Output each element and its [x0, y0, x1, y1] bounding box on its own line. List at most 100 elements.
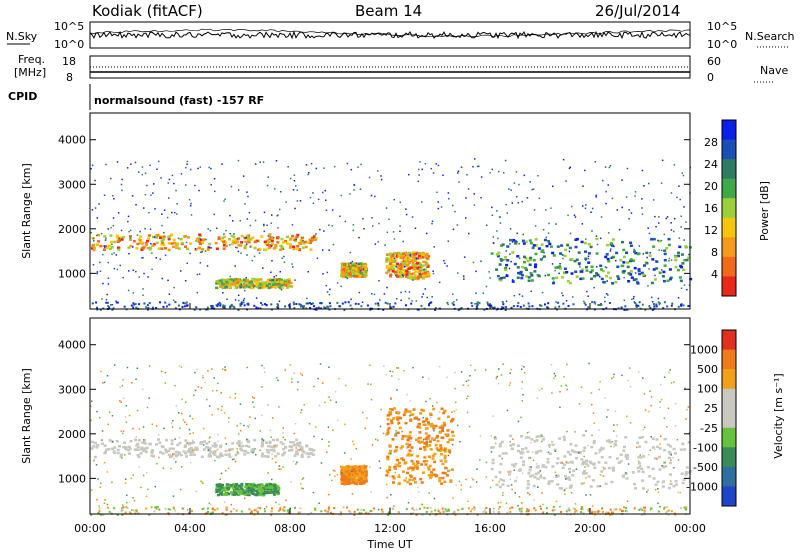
noise-cell: [278, 406, 280, 408]
scatter-cell: [427, 423, 431, 426]
noise-cell: [526, 492, 529, 494]
scatter-cell: [657, 239, 661, 243]
scatter-cell: [506, 484, 510, 487]
scatter-cell: [357, 264, 361, 267]
near-range-cell: [105, 301, 108, 304]
scatter-cell: [97, 233, 101, 237]
scatter-cell: [652, 245, 656, 248]
scatter-cell: [175, 245, 179, 248]
noise-cell: [454, 387, 456, 390]
scatter-cell: [274, 244, 278, 247]
noise-cell: [623, 276, 625, 279]
noise-cell: [136, 367, 139, 369]
noise-cell: [658, 222, 660, 224]
scatter-cell: [516, 255, 520, 258]
noise-cell: [325, 199, 327, 201]
noise-cell: [253, 286, 255, 288]
noise-cell: [263, 367, 265, 369]
noise-cell: [333, 165, 336, 168]
station-title: Kodiak (fitACF): [92, 2, 203, 20]
scatter-cell: [188, 242, 192, 245]
noise-cell: [238, 444, 240, 447]
scatter-cell: [518, 469, 522, 472]
scatter-cell: [414, 481, 417, 484]
noise-cell: [156, 168, 158, 170]
noise-cell: [467, 384, 470, 387]
scatter-cell: [228, 238, 231, 241]
y-tick-label: 1000: [58, 472, 86, 485]
noise-cell: [515, 171, 518, 173]
scatter-cell: [513, 262, 517, 266]
nsky-tick-top: 10^5: [54, 20, 84, 33]
noise-cell: [99, 270, 102, 272]
near-range-cell: [434, 308, 437, 311]
noise-cell: [113, 364, 116, 366]
noise-cell: [181, 398, 183, 401]
noise-cell: [654, 488, 657, 491]
scatter-cell: [667, 456, 671, 460]
scatter-cell: [211, 444, 215, 448]
noise-cell: [613, 373, 615, 376]
noise-cell: [148, 397, 150, 399]
near-range-cell: [470, 302, 473, 305]
noise-cell: [322, 273, 324, 275]
noise-cell: [259, 287, 262, 289]
near-range-cell: [623, 308, 626, 311]
noise-cell: [262, 161, 265, 163]
scatter-cell: [305, 444, 309, 447]
scatter-cell: [116, 451, 120, 455]
scatter-cell: [412, 462, 416, 466]
scatter-cell: [392, 477, 396, 480]
scatter-cell: [385, 433, 389, 436]
noise-cell: [308, 423, 311, 425]
noise-cell: [385, 432, 387, 435]
noise-cell: [120, 401, 122, 403]
near-range-cell: [193, 308, 196, 311]
scatter-cell: [497, 251, 501, 254]
near-range-cell: [327, 306, 330, 309]
noise-cell: [144, 227, 146, 230]
scatter-cell: [263, 240, 267, 243]
noise-cell: [572, 296, 574, 298]
scatter-cell: [272, 285, 276, 289]
scatter-cell: [433, 473, 437, 477]
noise-cell: [378, 280, 380, 282]
noise-cell: [560, 385, 563, 387]
scatter-cell: [663, 264, 667, 267]
scatter-cell: [524, 240, 528, 243]
scatter-cell: [124, 446, 128, 449]
near-range-cell: [365, 511, 368, 514]
scatter-cell: [556, 474, 560, 477]
noise-cell: [489, 277, 491, 279]
near-range-cell: [625, 510, 628, 513]
near-range-cell: [199, 308, 202, 311]
noise-cell: [313, 435, 315, 438]
scatter-cell: [406, 454, 410, 457]
noise-cell: [497, 382, 500, 385]
scatter-cell: [592, 441, 596, 445]
scatter-cell: [535, 466, 539, 469]
scatter-cell: [636, 441, 640, 445]
scatter-cell: [406, 263, 410, 266]
scatter-cell: [236, 281, 240, 284]
noise-cell: [134, 161, 137, 164]
noise-cell: [570, 205, 573, 208]
noise-cell: [274, 188, 276, 190]
noise-cell: [371, 217, 373, 219]
near-range-cell: [167, 512, 170, 515]
scatter-cell: [248, 488, 252, 492]
near-range-cell: [554, 306, 557, 309]
near-range-cell: [230, 304, 233, 307]
near-range-cell: [224, 513, 227, 516]
scatter-cell: [530, 279, 534, 282]
scatter-cell: [107, 447, 111, 451]
scatter-cell: [392, 267, 396, 270]
noise-cell: [406, 447, 408, 450]
scatter-cell: [213, 453, 217, 456]
near-range-cell: [539, 304, 541, 307]
noise-cell: [140, 486, 142, 489]
scatter-cell: [443, 424, 447, 427]
noise-cell: [334, 390, 337, 393]
near-range-cell: [360, 508, 363, 511]
noise-cell: [635, 446, 638, 449]
